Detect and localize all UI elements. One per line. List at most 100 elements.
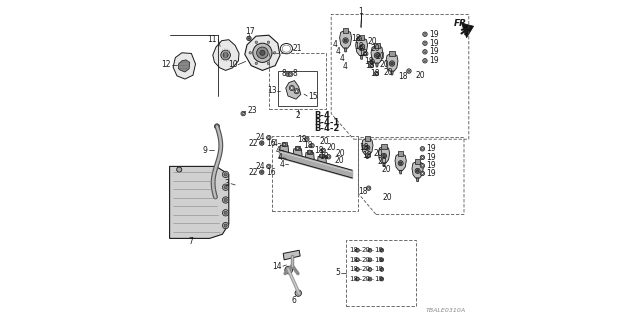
Circle shape <box>328 156 330 158</box>
Circle shape <box>289 85 294 91</box>
Circle shape <box>369 259 371 261</box>
Polygon shape <box>285 81 301 99</box>
Polygon shape <box>378 146 390 163</box>
Text: 5: 5 <box>335 268 340 277</box>
Circle shape <box>308 150 312 154</box>
Text: 20: 20 <box>320 137 330 146</box>
Text: 17: 17 <box>244 27 255 36</box>
Text: 19: 19 <box>427 144 436 153</box>
Circle shape <box>257 47 268 59</box>
Circle shape <box>390 62 394 65</box>
Circle shape <box>364 146 366 148</box>
Circle shape <box>422 41 428 45</box>
Circle shape <box>365 145 370 150</box>
Text: 24: 24 <box>256 133 266 142</box>
Circle shape <box>260 142 263 144</box>
Circle shape <box>424 42 426 44</box>
Circle shape <box>268 165 270 167</box>
Circle shape <box>249 52 252 54</box>
Text: 4: 4 <box>275 146 280 155</box>
Circle shape <box>291 87 293 89</box>
Circle shape <box>356 258 360 262</box>
Polygon shape <box>356 37 367 55</box>
Circle shape <box>221 50 230 60</box>
Polygon shape <box>173 53 196 79</box>
Circle shape <box>369 278 371 280</box>
Text: 4: 4 <box>333 40 338 49</box>
Text: 20: 20 <box>416 71 426 80</box>
Circle shape <box>407 69 412 73</box>
Text: 20: 20 <box>367 37 377 46</box>
Text: 19: 19 <box>374 247 383 253</box>
Polygon shape <box>371 45 383 63</box>
Polygon shape <box>179 60 189 72</box>
Text: 19: 19 <box>429 39 438 48</box>
Bar <box>343 28 348 33</box>
Circle shape <box>295 290 301 296</box>
Polygon shape <box>461 23 474 38</box>
Circle shape <box>381 249 383 251</box>
Circle shape <box>308 162 312 166</box>
Text: 4: 4 <box>339 54 344 63</box>
Text: 18: 18 <box>365 61 375 70</box>
Text: 18: 18 <box>358 188 368 196</box>
Circle shape <box>305 137 309 141</box>
Text: 18: 18 <box>314 146 323 155</box>
Circle shape <box>260 170 264 174</box>
Text: TBALE0310A: TBALE0310A <box>426 308 466 313</box>
Text: B-4-1: B-4-1 <box>315 118 340 127</box>
Circle shape <box>287 73 289 75</box>
Text: 19: 19 <box>374 257 383 263</box>
Circle shape <box>247 36 252 41</box>
Text: 18: 18 <box>358 49 367 58</box>
Text: 4: 4 <box>277 153 282 162</box>
Text: 14: 14 <box>272 262 282 271</box>
Circle shape <box>368 268 372 271</box>
Text: 22: 22 <box>248 168 258 177</box>
Circle shape <box>260 50 265 55</box>
Polygon shape <box>293 149 302 160</box>
Circle shape <box>320 154 324 158</box>
Circle shape <box>369 63 374 68</box>
Polygon shape <box>340 30 351 48</box>
Text: 16: 16 <box>266 168 276 177</box>
Circle shape <box>359 45 364 51</box>
Text: 23: 23 <box>247 106 257 115</box>
Bar <box>415 159 420 164</box>
Circle shape <box>417 170 419 172</box>
Text: 21: 21 <box>292 44 302 53</box>
Circle shape <box>362 45 364 47</box>
Polygon shape <box>383 163 385 167</box>
Text: 18: 18 <box>319 152 329 161</box>
Text: 19: 19 <box>427 169 436 178</box>
Polygon shape <box>212 40 239 70</box>
Text: B-4-2: B-4-2 <box>315 124 340 133</box>
Circle shape <box>420 147 425 151</box>
Text: 18: 18 <box>362 151 372 160</box>
Circle shape <box>422 172 424 174</box>
Polygon shape <box>386 53 398 71</box>
Circle shape <box>368 248 372 252</box>
Polygon shape <box>390 71 394 75</box>
Text: 20: 20 <box>334 156 344 164</box>
Text: 18: 18 <box>351 34 361 43</box>
Polygon shape <box>245 35 280 70</box>
Text: 13: 13 <box>267 86 276 95</box>
Circle shape <box>424 51 426 53</box>
Circle shape <box>268 137 270 139</box>
Circle shape <box>213 194 218 199</box>
Circle shape <box>308 151 311 153</box>
Text: 19: 19 <box>429 47 438 56</box>
Circle shape <box>282 143 286 147</box>
Circle shape <box>399 162 402 164</box>
Circle shape <box>365 53 367 55</box>
Circle shape <box>369 249 371 251</box>
Bar <box>359 35 364 40</box>
Text: 18: 18 <box>298 135 307 144</box>
Bar <box>346 240 416 306</box>
Text: 22: 22 <box>248 139 258 148</box>
Circle shape <box>360 46 363 49</box>
Text: 20: 20 <box>384 68 394 77</box>
Circle shape <box>374 53 380 58</box>
Circle shape <box>224 173 227 176</box>
